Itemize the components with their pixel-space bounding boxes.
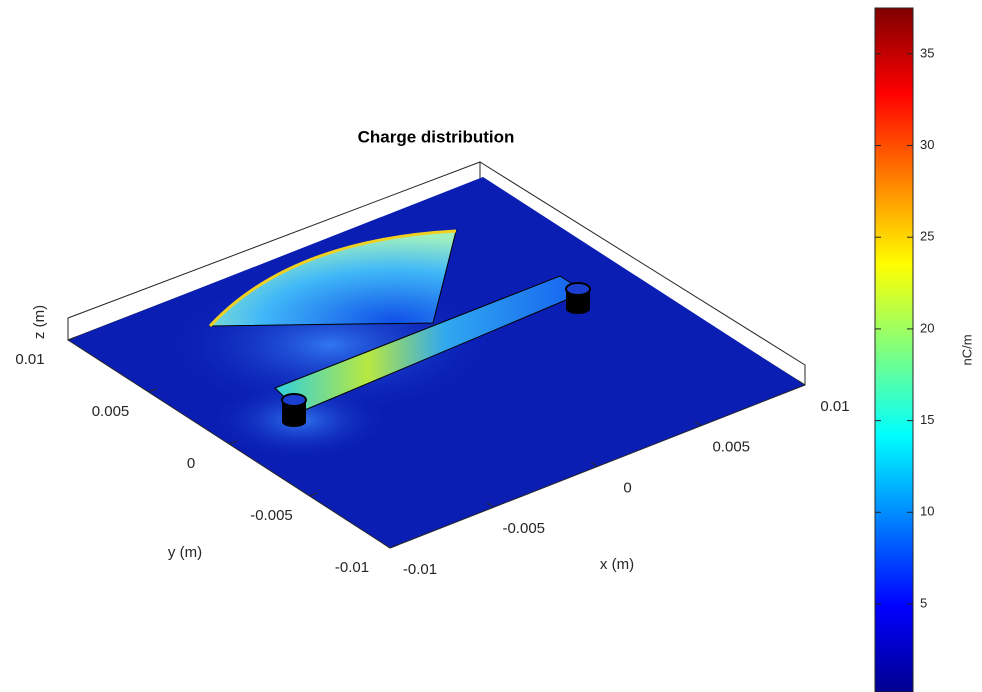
y-tick [148,388,157,393]
colorbar-tick-label: 30 [920,137,934,152]
colorbar-tick-label: 5 [920,595,927,610]
y-tick [389,544,399,549]
colorbar-label: nC/m [959,334,974,365]
y-axis-label: y (m) [168,544,202,561]
y-tick-label: 0 [187,455,195,472]
x-tick-label: 0 [623,479,631,496]
y-tick-label: -0.005 [250,507,293,524]
y-tick-label: 0.01 [15,351,44,368]
colorbar-tick-label: 10 [920,504,934,519]
y-tick-label: 0.005 [92,403,130,420]
colorbar [874,7,914,692]
chart-title: Charge distribution [358,127,515,146]
port [281,393,307,427]
y-tick [309,492,318,497]
x-tick [590,461,598,467]
x-tick-label: -0.005 [502,520,545,537]
colorbar-tick-label: 35 [920,45,934,60]
y-tick-label: -0.01 [335,559,369,576]
x-tick-label: 0.005 [712,439,750,456]
x-tick [694,421,702,427]
x-tick [383,543,391,549]
colorbar-tick-label: 20 [920,320,934,335]
colorbar-tick-label: 25 [920,229,934,244]
colorbar-tick-label: 15 [920,412,934,427]
surface [68,177,805,548]
x-tick [487,502,495,508]
z-axis-label: z (m) [31,305,48,339]
x-tick-label: -0.01 [403,561,437,578]
x-axis-label: x (m) [600,556,634,573]
y-tick [228,440,238,445]
y-tick [67,336,77,341]
x-tick [798,380,806,386]
x-tick-label: 0.01 [820,398,849,415]
port [565,282,591,314]
